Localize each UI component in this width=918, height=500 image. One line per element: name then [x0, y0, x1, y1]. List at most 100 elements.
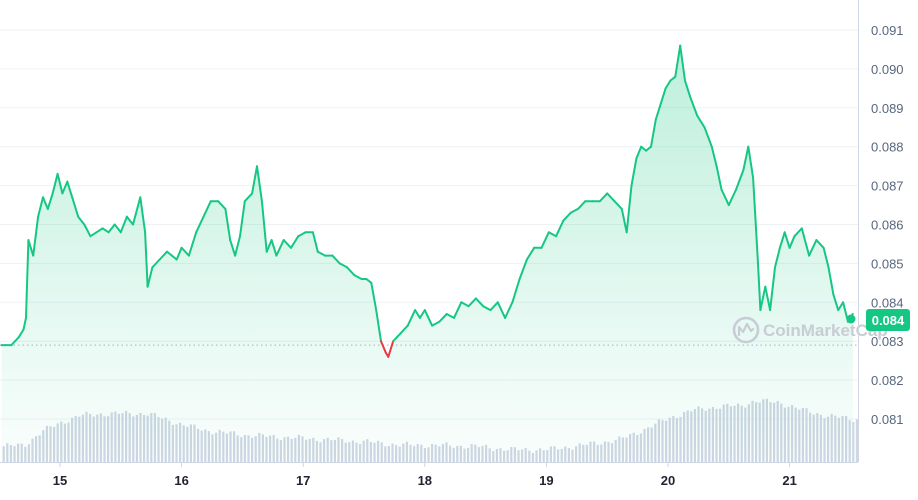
price-line-segment: [89, 231, 98, 238]
price-line-segment: [674, 44, 682, 78]
price-line-segment: [710, 145, 718, 168]
price-line-segment: [375, 309, 382, 343]
price-line-segment: [482, 305, 492, 312]
price-line-segment: [265, 239, 273, 253]
y-tick-label: 0.089: [871, 101, 904, 116]
price-line-segment: [684, 79, 691, 98]
price-line-segment: [489, 301, 499, 312]
price-line-segment: [61, 180, 69, 195]
price-line-segment: [77, 215, 86, 226]
price-line-segment: [504, 301, 514, 319]
price-line-segment: [822, 246, 830, 269]
price-line-segment: [769, 266, 776, 312]
y-tick-label: 0.085: [871, 256, 904, 271]
price-line-segment: [338, 262, 348, 269]
x-tick-label: 21: [782, 473, 796, 488]
price-line-segment: [800, 227, 811, 257]
y-axis-ticks: 0.081 0.082 0.083 0.084 0.085 0.086 0.087 0.088…: [871, 23, 904, 427]
price-line-segment: [195, 215, 205, 234]
price-line-segment: [783, 231, 791, 249]
y-tick-label: 0.090: [871, 62, 904, 77]
volume-bar: [855, 419, 858, 462]
price-line-segment: [418, 309, 426, 319]
price-line-segment: [460, 301, 470, 308]
price-line-segment: [577, 200, 587, 210]
price-line-segment: [346, 266, 356, 277]
price-line-segment: [27, 239, 35, 257]
price-line-segment: [166, 250, 173, 257]
y-tick-label: 0.082: [871, 373, 904, 388]
price-line-segment: [679, 44, 686, 82]
price-line-segment: [620, 207, 628, 234]
price-line-segment: [22, 316, 27, 331]
price-line-segment: [17, 328, 25, 339]
price-line-segment: [37, 196, 44, 218]
price-line-segment: [788, 235, 796, 249]
price-line-segment: [251, 165, 258, 195]
price-line-segment: [234, 235, 241, 257]
price-line-segment: [202, 200, 212, 218]
price-line-segment: [113, 223, 122, 234]
x-tick-label: 17: [296, 473, 310, 488]
price-line-segment: [353, 274, 363, 280]
price-line-segment: [256, 165, 263, 203]
price-line-segment: [764, 285, 772, 312]
price-line-segment: [438, 313, 448, 323]
price-line-segment: [496, 301, 507, 319]
price-line-segment: [525, 246, 536, 261]
price-line-segment: [650, 118, 657, 148]
price-line-segment: [42, 196, 49, 210]
price-line-segment: [645, 145, 652, 152]
x-tick-label: 18: [418, 473, 432, 488]
volume-bar: [852, 421, 855, 462]
price-line-segment: [119, 215, 128, 234]
y-tick-label: 0.081: [871, 412, 904, 427]
price-line-segment: [759, 285, 767, 312]
axes: [0, 0, 859, 463]
price-line-segment: [132, 196, 142, 226]
price-line-segment: [370, 281, 378, 312]
price-line-segment: [547, 231, 558, 238]
price-line-segment: [32, 215, 40, 257]
price-line-segment: [83, 223, 92, 238]
price-line-segment: [125, 215, 134, 226]
price-line-segment: [569, 207, 579, 214]
price-line-segment: [720, 188, 730, 207]
price-line-segment: [832, 293, 840, 312]
price-line-segment: [387, 340, 395, 358]
current-price-label: 0.084: [846, 309, 910, 331]
price-line-segment: [71, 196, 80, 218]
price-line-segment: [625, 184, 633, 234]
price-line-segment: [793, 227, 803, 238]
price-line-segment: [290, 235, 300, 249]
price-line-segment: [757, 262, 762, 312]
price-line-segment: [380, 340, 387, 354]
price-line-segment: [260, 200, 268, 253]
price-line-segment: [664, 79, 672, 90]
price-line-segment: [139, 196, 147, 234]
price-line-segment: [365, 278, 373, 284]
price-line-segment: [654, 102, 662, 121]
price-line-segment: [696, 114, 706, 129]
price-line-segment: [187, 231, 198, 257]
price-line-segment: [101, 227, 110, 234]
price-line-segment: [511, 278, 521, 304]
y-tick-label: 0.091: [871, 23, 904, 38]
price-line-segment: [107, 223, 116, 234]
price-line-segment: [406, 309, 417, 327]
price-line-segment: [747, 145, 755, 179]
x-tick-label: 16: [174, 473, 188, 488]
price-line-segment: [282, 239, 292, 249]
price-line-segment: [423, 309, 434, 327]
price-line-segment: [56, 172, 64, 195]
price-line-segment: [414, 309, 421, 319]
price-line-segment: [270, 239, 278, 257]
price-line-segment: [827, 266, 835, 296]
price-line-segment: [151, 258, 161, 269]
price-line-segment: [25, 239, 30, 319]
price-line-segment: [735, 169, 745, 191]
price-line-segment: [243, 192, 254, 203]
y-tick-label: 0.088: [871, 140, 904, 155]
